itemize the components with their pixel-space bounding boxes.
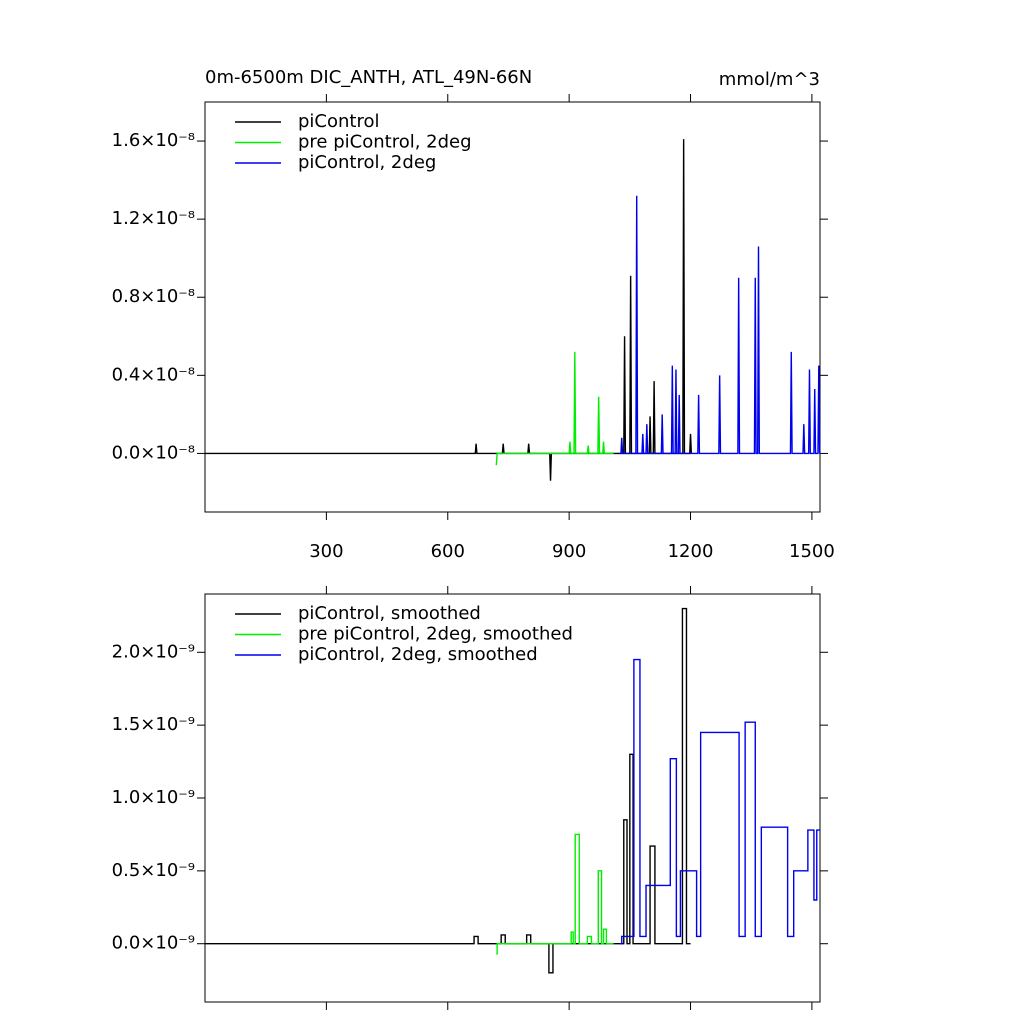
y-tick-label: 0.5×10⁻⁹ [112,860,195,881]
series-line [205,139,693,481]
legend-label: piControl [298,111,380,132]
series-line [619,195,821,455]
series-line [205,607,691,974]
legend-label: pre piControl, 2deg [298,132,472,153]
y-tick-label: 1.6×10⁻⁸ [112,130,195,151]
y-tick-label: 0.8×10⁻⁸ [112,286,195,307]
x-tick-label: 600 [431,541,465,562]
y-tick-label: 0.0×10⁻⁸ [112,442,195,463]
plot-frame [204,101,821,513]
chart-title: 0m-6500m DIC_ANTH, ATL_49N-66N [205,67,532,88]
units-label: mmol/m^3 [719,69,820,90]
x-tick-label: 1200 [668,541,714,562]
x-tick-label: 1500 [789,541,835,562]
legend-label: piControl, 2deg, smoothed [298,644,538,665]
x-tick-label: 900 [552,541,586,562]
y-tick-label: 2.0×10⁻⁹ [112,641,195,662]
y-tick-label: 0.4×10⁻⁸ [112,364,195,385]
legend-label: piControl, smoothed [298,603,481,624]
y-tick-label: 0.0×10⁻⁹ [112,933,195,954]
y-tick-label: 1.2×10⁻⁸ [112,208,195,229]
series-line [495,351,614,466]
series-line [496,833,614,955]
legend-label: piControl, 2deg [298,152,436,173]
legend-label: pre piControl, 2deg, smoothed [298,624,573,645]
x-tick-label: 300 [309,541,343,562]
y-tick-label: 1.5×10⁻⁹ [112,714,195,735]
series-line [619,658,820,945]
y-tick-label: 1.0×10⁻⁹ [112,787,195,808]
